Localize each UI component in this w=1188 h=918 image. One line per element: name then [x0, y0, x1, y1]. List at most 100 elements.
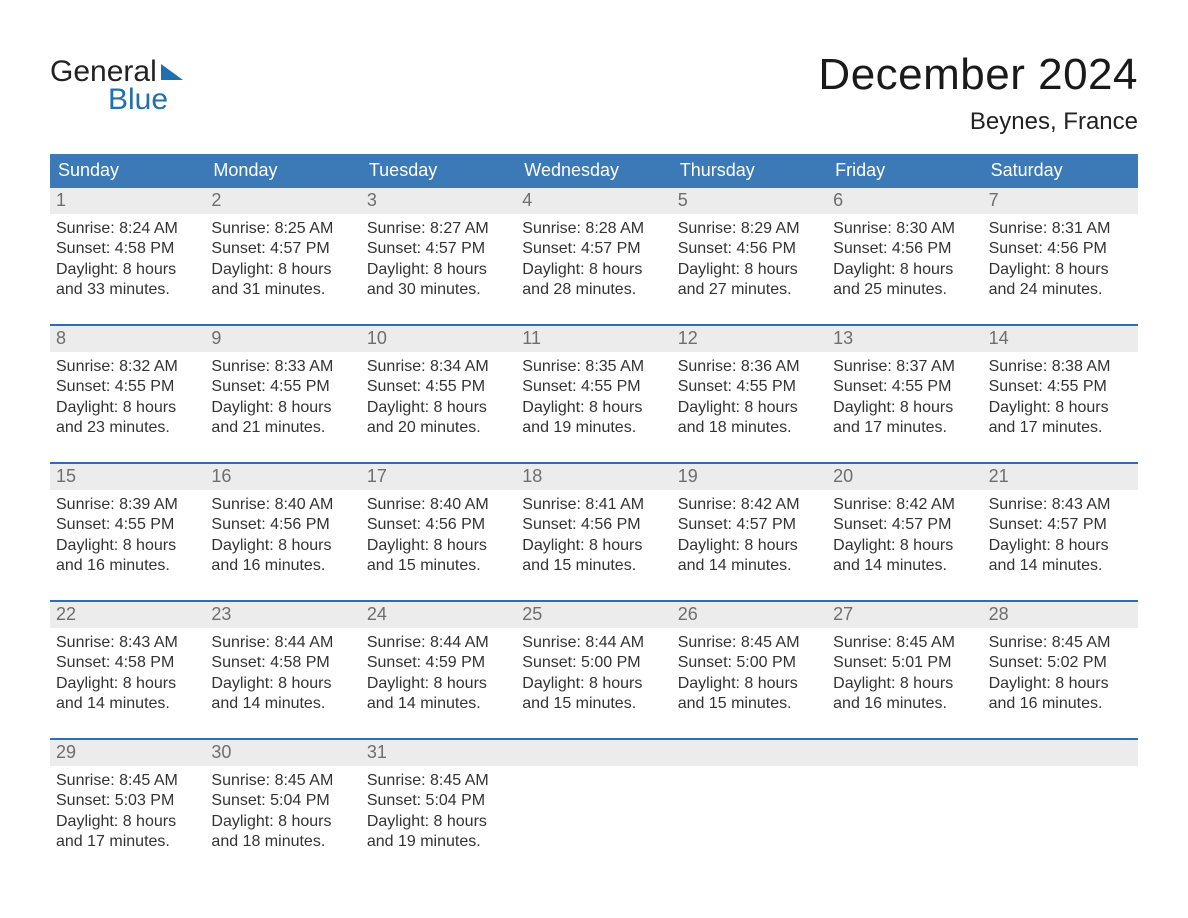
daylight-text-line2: and 23 minutes.: [56, 418, 199, 438]
day-cell: Sunrise: 8:45 AMSunset: 5:04 PMDaylight:…: [361, 766, 516, 862]
day-cell: [827, 766, 982, 862]
logo-text-line2: Blue: [50, 84, 183, 116]
day-cell: [516, 766, 671, 862]
daylight-text-line1: Daylight: 8 hours: [989, 536, 1132, 556]
page-title: December 2024: [818, 50, 1138, 100]
day-number: [672, 740, 827, 766]
day-number: 14: [983, 326, 1138, 352]
daylight-text-line1: Daylight: 8 hours: [678, 398, 821, 418]
day-cell: Sunrise: 8:45 AMSunset: 5:00 PMDaylight:…: [672, 628, 827, 724]
sunset-text: Sunset: 4:58 PM: [56, 239, 199, 259]
sunset-text: Sunset: 4:55 PM: [989, 377, 1132, 397]
sunrise-text: Sunrise: 8:37 AM: [833, 357, 976, 377]
dow-saturday: Saturday: [983, 154, 1138, 188]
day-number: 29: [50, 740, 205, 766]
day-number: 17: [361, 464, 516, 490]
day-cell: Sunrise: 8:32 AMSunset: 4:55 PMDaylight:…: [50, 352, 205, 448]
content-row: Sunrise: 8:45 AM Sunset: 5:03 PM Daylight:…: [50, 766, 1138, 862]
daylight-text-line1: Daylight: 8 hours: [367, 536, 510, 556]
week-3: 15161718192021Sunrise: 8:39 AMSunset: 4:…: [50, 462, 1138, 586]
sunset-text: Sunset: 4:55 PM: [56, 515, 199, 535]
daylight-text-line2: and 18 minutes.: [211, 832, 354, 852]
sunrise-text: Sunrise: 8:38 AM: [989, 357, 1132, 377]
day-cell: Sunrise: 8:24 AMSunset: 4:58 PMDaylight:…: [50, 214, 205, 310]
day-number: 5: [672, 188, 827, 214]
day-cell: Sunrise: 8:45 AMSunset: 5:02 PMDaylight:…: [983, 628, 1138, 724]
day-number: 27: [827, 602, 982, 628]
daylight-text-line2: and 14 minutes.: [56, 694, 199, 714]
sunset-text: Sunset: 4:58 PM: [211, 653, 354, 673]
sunrise-text: Sunrise: 8:24 AM: [56, 219, 199, 239]
sunrise-text: Sunrise: 8:29 AM: [678, 219, 821, 239]
day-number: 2: [205, 188, 360, 214]
day-number: [516, 740, 671, 766]
day-number: 16: [205, 464, 360, 490]
sunset-text: Sunset: 5:00 PM: [522, 653, 665, 673]
daylight-text-line2: and 16 minutes.: [833, 694, 976, 714]
daylight-text-line1: Daylight: 8 hours: [833, 674, 976, 694]
day-cell: Sunrise: 8:37 AMSunset: 4:55 PMDaylight:…: [827, 352, 982, 448]
content-row: Sunrise: 8:39 AMSunset: 4:55 PMDaylight:…: [50, 490, 1138, 586]
day-number: 23: [205, 602, 360, 628]
sunset-text: Sunset: 4:56 PM: [522, 515, 665, 535]
sunset-text: Sunset: 5:03 PM: [56, 791, 199, 811]
day-number: 3: [361, 188, 516, 214]
day-cell: Sunrise: 8:36 AMSunset: 4:55 PMDaylight:…: [672, 352, 827, 448]
sunrise-text: Sunrise: 8:45 AM: [367, 771, 510, 791]
daylight-text-line1: Daylight: 8 hours: [56, 674, 199, 694]
dow-friday: Friday: [827, 154, 982, 188]
daylight-text-line2: and 17 minutes.: [989, 418, 1132, 438]
daylight-text-line2: and 14 minutes.: [211, 694, 354, 714]
daylight-text-line1: Daylight: 8 hours: [989, 260, 1132, 280]
daylight-text-line2: and 15 minutes.: [522, 556, 665, 576]
day-cell: Sunrise: 8:40 AMSunset: 4:56 PMDaylight:…: [361, 490, 516, 586]
sunrise-text: Sunrise: 8:35 AM: [522, 357, 665, 377]
sunset-text: Sunset: 4:57 PM: [367, 239, 510, 259]
sunrise-text: Sunrise: 8:40 AM: [367, 495, 510, 515]
day-number: 9: [205, 326, 360, 352]
logo: General Blue: [50, 50, 183, 115]
daylight-text-line1: Daylight: 8 hours: [833, 260, 976, 280]
sunrise-text: Sunrise: 8:44 AM: [522, 633, 665, 653]
week-4: 22232425262728Sunrise: 8:43 AMSunset: 4:…: [50, 600, 1138, 724]
day-cell: Sunrise: 8:25 AMSunset: 4:57 PMDaylight:…: [205, 214, 360, 310]
daylight-text-line2: and 18 minutes.: [678, 418, 821, 438]
daylight-text-line2: and 14 minutes.: [989, 556, 1132, 576]
day-cell: Sunrise: 8:27 AMSunset: 4:57 PMDaylight:…: [361, 214, 516, 310]
dow-wednesday: Wednesday: [516, 154, 671, 188]
day-cell: Sunrise: 8:44 AMSunset: 4:59 PMDaylight:…: [361, 628, 516, 724]
day-cell: Sunrise: 8:44 AMSunset: 4:58 PMDaylight:…: [205, 628, 360, 724]
content-row: Sunrise: 8:43 AMSunset: 4:58 PMDaylight:…: [50, 628, 1138, 724]
day-cell: Sunrise: 8:30 AMSunset: 4:56 PMDaylight:…: [827, 214, 982, 310]
daylight-text-line1: Daylight: 8 hours: [211, 812, 354, 832]
daynum-row: 293031: [50, 740, 1138, 766]
sunrise-text: Sunrise: 8:43 AM: [989, 495, 1132, 515]
daylight-text-line1: Daylight: 8 hours: [211, 260, 354, 280]
dow-sunday: Sunday: [50, 154, 205, 188]
daylight-text-line1: Daylight: 8 hours: [678, 260, 821, 280]
sunrise-text: Sunrise: 8:32 AM: [56, 357, 199, 377]
daylight-text-line2: and 16 minutes.: [56, 556, 199, 576]
sunset-text: Sunset: 4:55 PM: [211, 377, 354, 397]
day-cell: Sunrise: 8:29 AMSunset: 4:56 PMDaylight:…: [672, 214, 827, 310]
day-cell: [672, 766, 827, 862]
sunset-text: Sunset: 5:01 PM: [833, 653, 976, 673]
day-cell: Sunrise: 8:40 AMSunset: 4:56 PMDaylight:…: [205, 490, 360, 586]
daylight-text-line1: Daylight: 8 hours: [367, 260, 510, 280]
sunset-text: Sunset: 4:57 PM: [522, 239, 665, 259]
day-cell: Sunrise: 8:43 AMSunset: 4:58 PMDaylight:…: [50, 628, 205, 724]
daylight-text-line2: and 19 minutes.: [522, 418, 665, 438]
daylight-text-line1: Daylight: 8 hours: [522, 398, 665, 418]
day-number: 20: [827, 464, 982, 490]
day-number: 18: [516, 464, 671, 490]
day-number: 24: [361, 602, 516, 628]
day-number: 26: [672, 602, 827, 628]
sunset-text: Sunset: 4:56 PM: [678, 239, 821, 259]
daylight-text-line2: and 15 minutes.: [367, 556, 510, 576]
sunrise-text: Sunrise: 8:45 AM: [833, 633, 976, 653]
daynum-row: 22232425262728: [50, 602, 1138, 628]
daylight-text-line2: and 28 minutes.: [522, 280, 665, 300]
sunrise-text: Sunrise: 8:45 AM: [989, 633, 1132, 653]
sunrise-text: Sunrise: 8:41 AM: [522, 495, 665, 515]
day-cell: Sunrise: 8:35 AMSunset: 4:55 PMDaylight:…: [516, 352, 671, 448]
